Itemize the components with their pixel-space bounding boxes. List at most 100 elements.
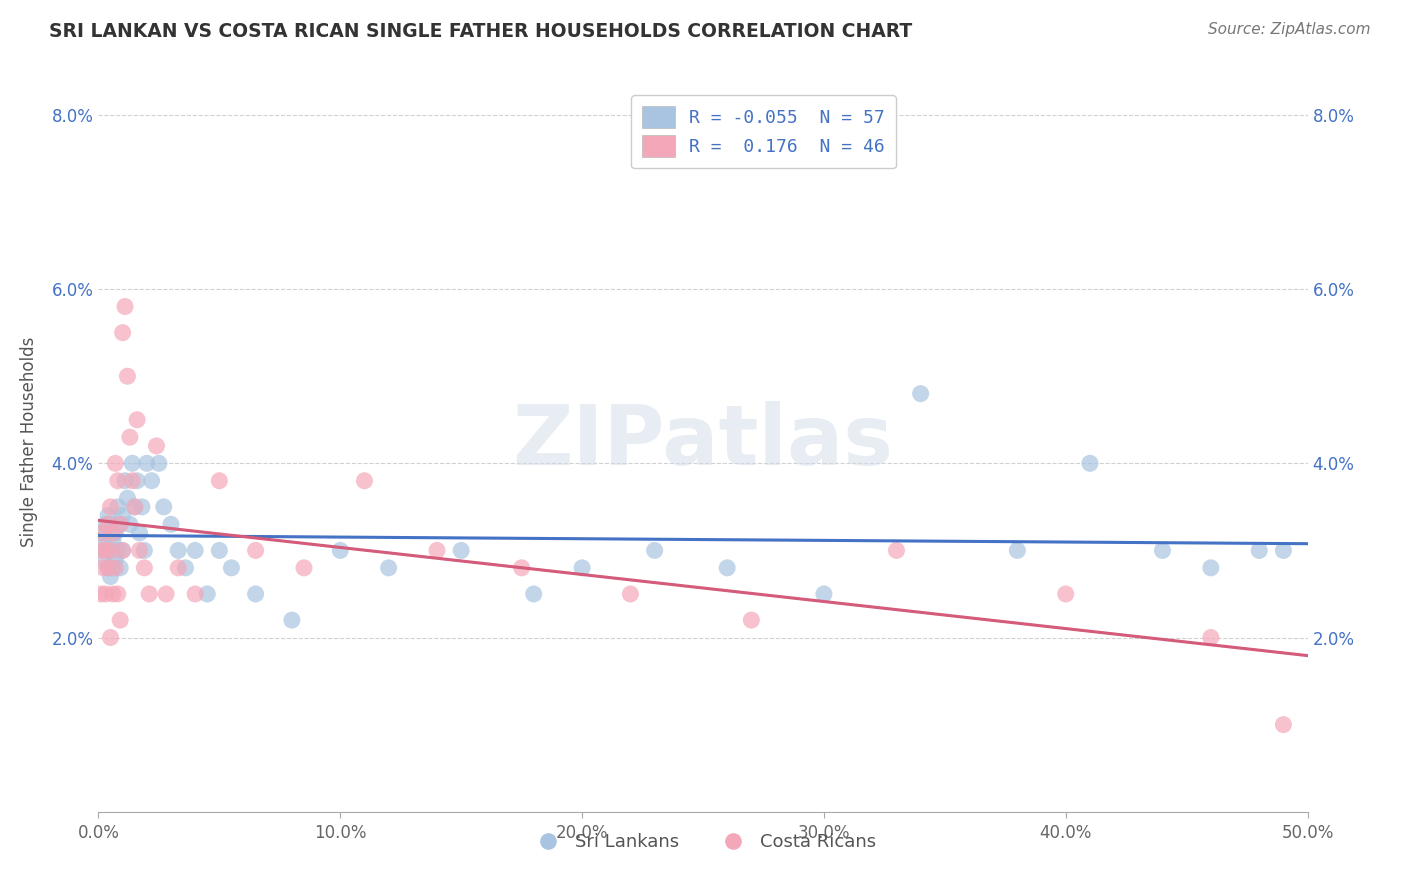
Point [111,543,134,558]
Point [114,474,136,488]
Point [292,561,315,575]
Point [510,561,533,575]
Point [107,587,129,601]
Point [124,500,146,514]
Point [94,517,117,532]
Point [1249,543,1271,558]
Point [100,543,122,558]
Point [571,561,593,575]
Point [108,517,131,532]
Text: ZIPatlas: ZIPatlas [513,401,893,482]
Point [910,386,932,401]
Point [245,587,267,601]
Point [91,561,114,575]
Text: SRI LANKAN VS COSTA RICAN SINGLE FATHER HOUSEHOLDS CORRELATION CHART: SRI LANKAN VS COSTA RICAN SINGLE FATHER … [49,22,912,41]
Point [208,543,231,558]
Point [1078,456,1101,470]
Point [104,526,127,541]
Point [134,561,156,575]
Point [160,517,183,532]
Point [152,500,174,514]
Point [94,543,117,558]
Point [886,543,908,558]
Point [118,517,141,532]
Point [128,526,150,541]
Point [138,587,160,601]
Point [1007,543,1029,558]
Point [329,543,352,558]
Point [101,534,124,549]
Point [118,430,141,444]
Point [111,508,134,523]
Text: Source: ZipAtlas.com: Source: ZipAtlas.com [1208,22,1371,37]
Point [114,300,136,314]
Point [141,474,163,488]
Point [184,587,207,601]
Legend: Sri Lankans, Costa Ricans: Sri Lankans, Costa Ricans [523,826,883,858]
Point [127,474,149,488]
Y-axis label: Single Father Households: Single Father Households [20,336,38,547]
Point [94,587,117,601]
Point [813,587,835,601]
Point [97,517,120,532]
Point [91,552,114,566]
Point [101,587,124,601]
Point [104,552,127,566]
Point [184,543,207,558]
Point [107,474,129,488]
Point [108,561,131,575]
Point [100,569,122,583]
Point [90,543,112,558]
Point [195,587,218,601]
Point [97,561,120,575]
Point [148,456,170,470]
Point [104,561,127,575]
Point [104,456,127,470]
Point [1272,717,1295,731]
Point [740,613,762,627]
Point [108,613,131,627]
Point [1054,587,1077,601]
Point [353,474,375,488]
Point [127,413,149,427]
Point [174,561,197,575]
Point [155,587,177,601]
Point [1272,543,1295,558]
Point [108,517,131,532]
Point [97,561,120,575]
Point [131,500,153,514]
Point [128,543,150,558]
Point [716,561,738,575]
Point [107,543,129,558]
Point [90,526,112,541]
Point [111,326,134,340]
Point [107,500,129,514]
Point [91,534,114,549]
Point [111,543,134,558]
Point [377,561,399,575]
Point [117,369,139,384]
Point [281,613,304,627]
Point [245,543,267,558]
Point [1199,561,1222,575]
Point [644,543,666,558]
Point [135,456,157,470]
Point [124,500,146,514]
Point [100,543,122,558]
Point [117,491,139,505]
Point [619,587,641,601]
Point [91,526,114,541]
Point [121,474,143,488]
Point [100,500,122,514]
Point [167,543,190,558]
Point [97,508,120,523]
Point [426,543,449,558]
Point [101,561,124,575]
Point [1152,543,1174,558]
Point [134,543,156,558]
Point [90,587,112,601]
Point [221,561,243,575]
Point [208,474,231,488]
Point [1199,631,1222,645]
Point [100,631,122,645]
